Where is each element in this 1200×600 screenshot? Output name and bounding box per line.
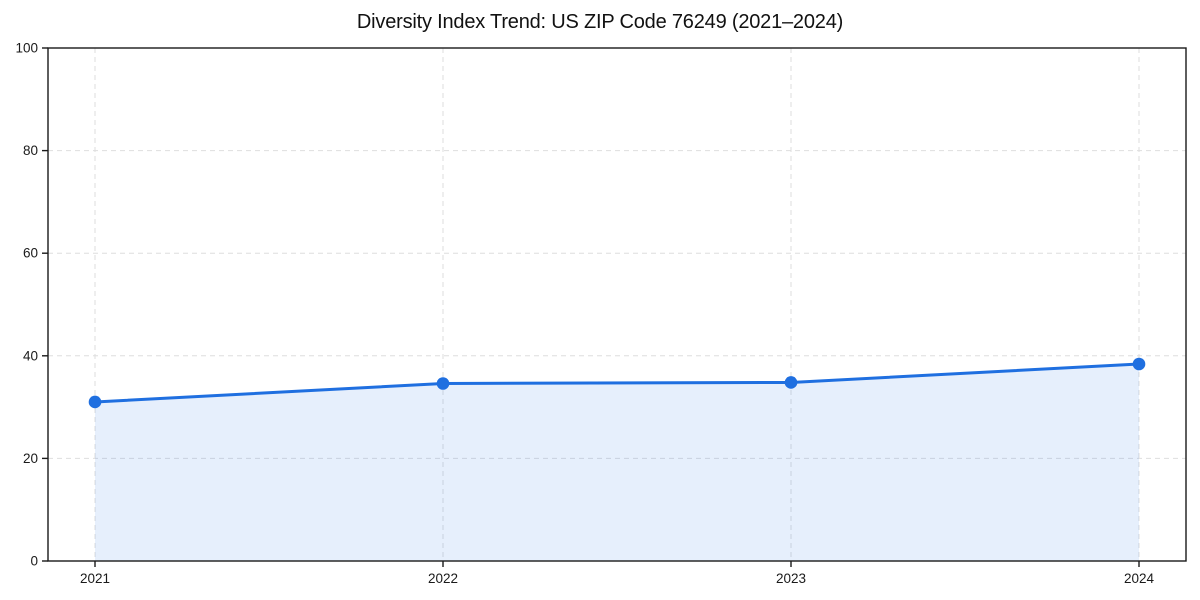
chart-title: Diversity Index Trend: US ZIP Code 76249… — [356, 11, 844, 33]
plot-border — [47, 47, 1187, 562]
data-point-marker — [784, 376, 798, 389]
y-tick-label: 0 — [30, 554, 38, 569]
data-point-marker — [88, 395, 102, 409]
y-tick-label: 60 — [23, 246, 38, 261]
trend-line — [93, 362, 1141, 404]
x-tick-label: 2024 — [1124, 571, 1155, 586]
y-tick-label: 40 — [23, 348, 38, 363]
y-tick-label: 20 — [23, 451, 38, 466]
y-tick-label: 80 — [23, 143, 38, 158]
data-point-marker — [1132, 357, 1146, 371]
x-tick-label: 2022 — [428, 571, 458, 586]
data-point-marker — [436, 377, 450, 390]
y-tick-label: 100 — [15, 41, 38, 56]
area-fill — [95, 364, 1139, 561]
x-tick-label: 2023 — [776, 571, 806, 586]
x-tick-label: 2021 — [80, 571, 110, 586]
